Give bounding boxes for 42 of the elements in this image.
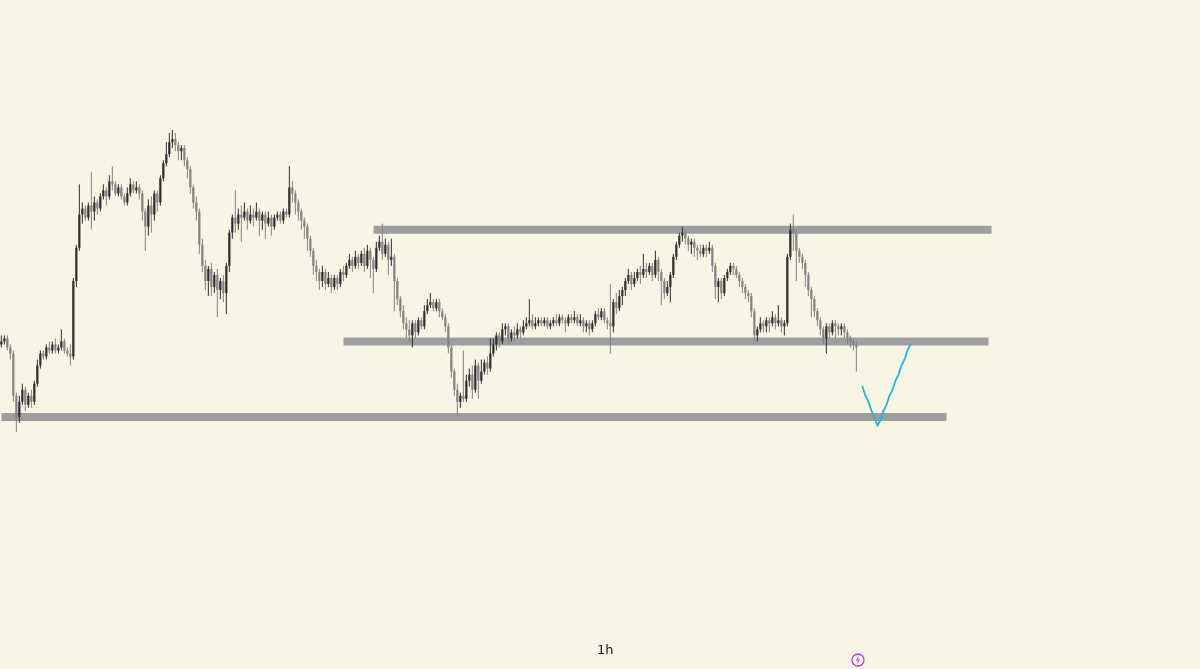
candlestick	[108, 174, 111, 200]
candlestick	[237, 208, 240, 231]
candlestick	[384, 238, 387, 258]
candlestick	[234, 189, 237, 234]
candlestick	[150, 195, 153, 234]
candlestick	[366, 244, 369, 270]
candlestick	[438, 298, 441, 318]
candlestick	[246, 208, 249, 231]
candlestick	[255, 201, 258, 222]
candlestick	[489, 337, 492, 373]
candlestick	[249, 205, 252, 225]
candlestick	[369, 247, 372, 279]
candlestick	[477, 362, 480, 400]
candlestick	[261, 211, 264, 231]
candlestick	[651, 262, 654, 282]
candlestick	[693, 238, 696, 258]
candlestick	[69, 343, 72, 367]
candlestick	[387, 241, 390, 276]
candlestick	[90, 171, 93, 231]
candlestick	[408, 319, 411, 342]
candlestick	[423, 304, 426, 330]
candlestick	[156, 189, 159, 213]
candlestick	[126, 186, 129, 206]
candlestick	[654, 250, 657, 279]
candlestick	[291, 180, 294, 203]
candlestick	[210, 262, 213, 297]
candlestick	[465, 374, 468, 403]
candlestick	[414, 319, 417, 339]
candlestick	[321, 265, 324, 288]
candlestick	[99, 192, 102, 213]
candlestick	[219, 277, 222, 300]
candlestick	[105, 186, 108, 206]
candlestick	[723, 274, 726, 297]
candlestick	[216, 268, 219, 318]
candlestick	[60, 328, 63, 351]
candlestick	[243, 201, 246, 222]
text: 1h	[597, 642, 614, 657]
candlestick	[471, 365, 474, 400]
candlestick	[30, 389, 33, 409]
candlestick	[486, 356, 489, 376]
candlestick	[615, 292, 618, 315]
candlestick	[174, 132, 177, 152]
